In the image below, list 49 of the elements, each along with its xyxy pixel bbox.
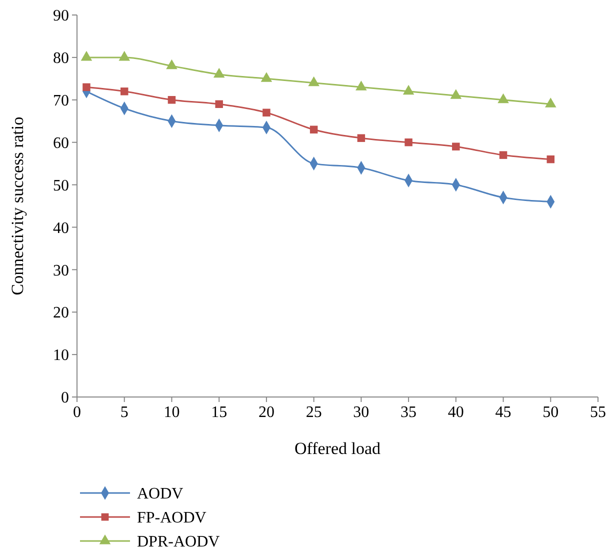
y-tick-label: 90 bbox=[53, 8, 69, 25]
point bbox=[166, 59, 178, 70]
point bbox=[260, 72, 272, 82]
point bbox=[357, 134, 366, 142]
x-tick-label: 5 bbox=[120, 404, 128, 421]
point bbox=[262, 108, 270, 116]
y-tick-label: 50 bbox=[53, 177, 69, 194]
x-axis-title: Offered load bbox=[294, 439, 382, 458]
point bbox=[404, 138, 412, 146]
x-tick-label: 10 bbox=[164, 404, 180, 421]
point bbox=[120, 88, 128, 96]
y-tick-label: 60 bbox=[53, 134, 69, 152]
point bbox=[213, 68, 225, 78]
legend-label: AODV bbox=[137, 486, 184, 503]
x-tick-label: 20 bbox=[258, 404, 274, 421]
x-tick-label: 50 bbox=[542, 404, 559, 421]
y-axis-title: Connectivity success ratio bbox=[8, 116, 27, 296]
point bbox=[168, 96, 176, 104]
x-tick-label: 45 bbox=[495, 404, 512, 421]
legend-label: FP-AODV bbox=[137, 510, 207, 527]
x-tick-label: 35 bbox=[400, 404, 417, 421]
x-tick-label: 30 bbox=[353, 404, 370, 421]
y-tick-label: 10 bbox=[53, 347, 69, 364]
y-tick-label: 0 bbox=[61, 390, 69, 407]
point bbox=[450, 89, 462, 99]
y-tick-label: 20 bbox=[53, 304, 69, 322]
x-tick-label: 55 bbox=[590, 404, 606, 421]
point bbox=[82, 83, 90, 92]
y-tick-label: 40 bbox=[53, 220, 69, 237]
x-tick-label: 25 bbox=[306, 404, 322, 421]
point bbox=[402, 84, 414, 95]
y-tick-label: 70 bbox=[53, 92, 69, 110]
legend-label: DPR-AODV bbox=[137, 534, 220, 551]
point bbox=[452, 142, 460, 150]
point bbox=[498, 93, 509, 104]
point bbox=[546, 155, 555, 164]
point bbox=[310, 126, 318, 134]
y-tick-label: 30 bbox=[53, 262, 69, 280]
point bbox=[308, 76, 320, 86]
point bbox=[215, 100, 223, 108]
x-tick-label: 40 bbox=[448, 404, 464, 421]
x-tick-label: 0 bbox=[73, 404, 81, 421]
point bbox=[80, 50, 92, 61]
point bbox=[545, 98, 556, 108]
point bbox=[356, 80, 367, 90]
x-tick-label: 15 bbox=[211, 404, 228, 421]
y-tick-label: 80 bbox=[53, 50, 69, 68]
point bbox=[499, 151, 508, 159]
point bbox=[118, 50, 130, 61]
